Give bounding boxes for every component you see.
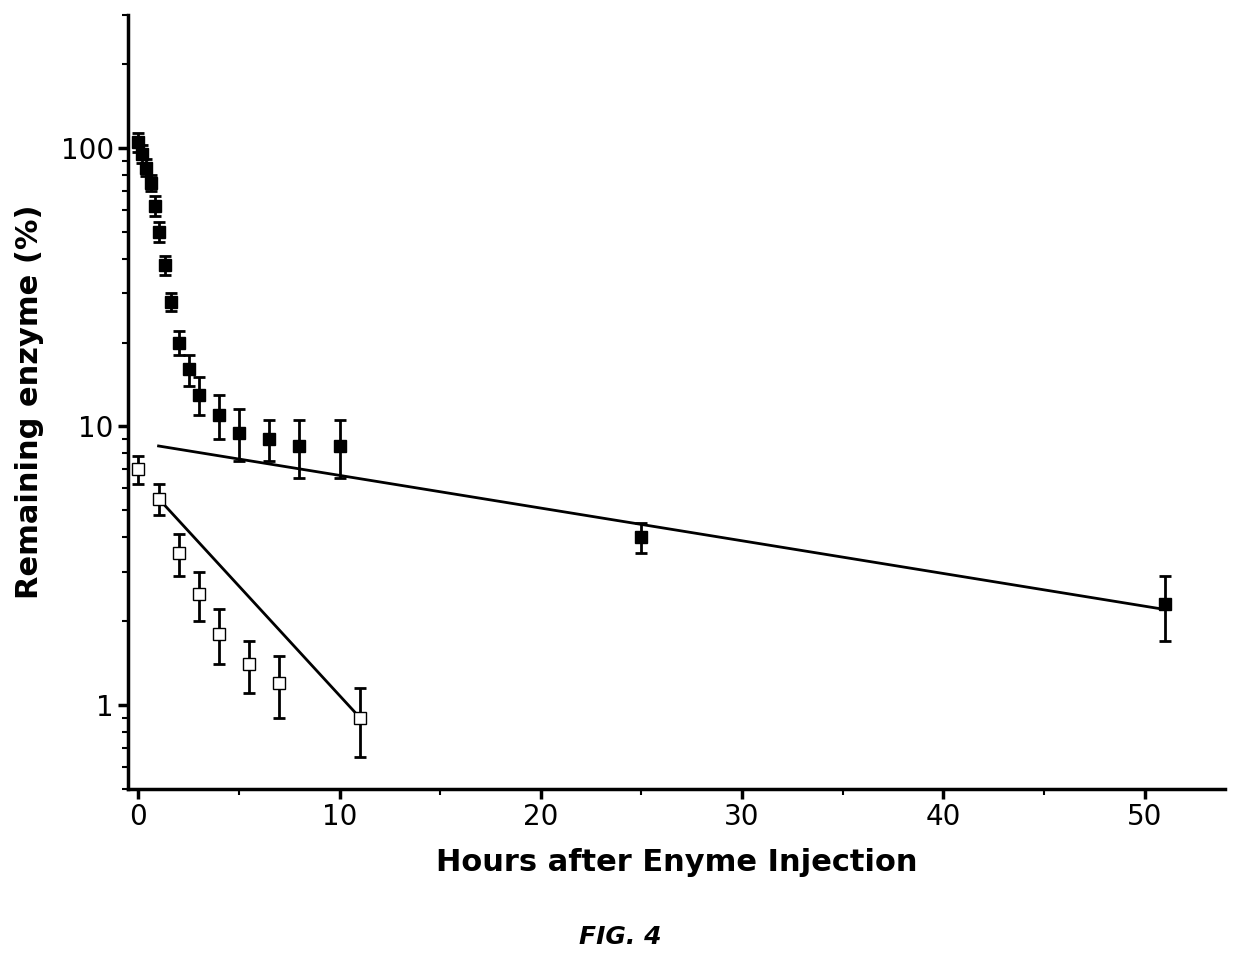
Y-axis label: Remaining enzyme (%): Remaining enzyme (%) (15, 204, 43, 599)
Text: FIG. 4: FIG. 4 (579, 925, 661, 949)
X-axis label: Hours after Enyme Injection: Hours after Enyme Injection (436, 848, 918, 877)
